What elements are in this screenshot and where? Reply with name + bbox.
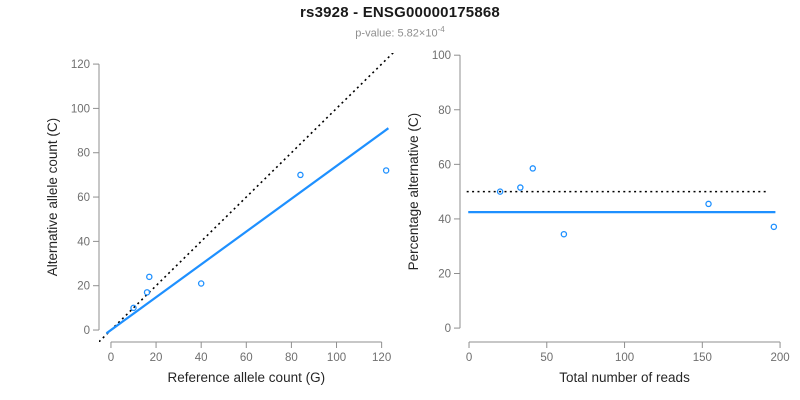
y-axis-title: Percentage alternative (C) <box>406 113 421 271</box>
data-point <box>197 280 205 287</box>
x-tick-label: 50 <box>540 352 553 364</box>
data-point <box>382 167 390 174</box>
x-axis-title: Reference allele count (G) <box>168 370 326 385</box>
identity-line <box>99 53 395 342</box>
x-tick-label: 200 <box>770 352 789 364</box>
y-tick-label: 0 <box>445 323 451 335</box>
y-tick-label: 60 <box>438 159 451 171</box>
y-tick-label: 20 <box>77 281 90 293</box>
data-point <box>496 188 504 195</box>
data-point <box>146 273 153 281</box>
figure-header: rs3928 - ENSG00000175868 p-value: 5.82×1… <box>0 3 800 41</box>
x-tick-label: 150 <box>693 352 712 364</box>
y-tick-label: 120 <box>71 59 90 71</box>
x-tick-label: 0 <box>108 352 114 364</box>
y-tick-label: 100 <box>432 50 451 62</box>
y-tick-label: 100 <box>71 103 90 115</box>
y-tick-label: 60 <box>77 192 90 204</box>
data-point <box>529 165 537 172</box>
x-tick-label: 100 <box>327 352 346 364</box>
y-tick-label: 20 <box>438 269 451 281</box>
data-point <box>770 223 778 231</box>
data-point <box>560 230 568 238</box>
percentage-scatter: 0 50 100 150 200 0 20 40 60 80 100 Total number of … <box>406 50 790 385</box>
y-tick-label: 40 <box>438 214 451 226</box>
data-point <box>297 171 304 179</box>
x-tick-label: 0 <box>466 352 472 364</box>
x-tick-label: 40 <box>195 352 208 364</box>
figure-title: rs3928 - ENSG00000175868 <box>300 4 500 21</box>
data-point <box>517 184 524 191</box>
regression-line <box>105 127 390 335</box>
x-tick-label: 20 <box>150 352 163 364</box>
pvalue-text: p-value: 5.82×10 <box>355 27 438 40</box>
pvalue-exponent: -4 <box>437 25 445 34</box>
x-tick-label: 100 <box>615 352 634 364</box>
x-tick-label: 120 <box>372 352 391 364</box>
y-tick-label: 0 <box>84 325 90 337</box>
y-axis-title: Alternative allele count (C) <box>45 118 60 276</box>
x-tick-label: 80 <box>285 352 298 364</box>
allele-count-scatter: 0 20 40 60 80 100 120 0 20 40 60 80 100 120 Reference … <box>45 53 395 385</box>
data-point <box>705 200 712 208</box>
y-tick-label: 80 <box>77 148 90 160</box>
x-axis-title: Total number of reads <box>559 370 690 385</box>
data-point <box>143 289 151 296</box>
y-tick-label: 40 <box>77 236 90 248</box>
figure-subtitle: p-value: 5.82×10-4 <box>0 23 800 41</box>
data-point <box>130 304 137 312</box>
x-tick-label: 60 <box>240 352 253 364</box>
y-tick-label: 80 <box>438 105 451 117</box>
